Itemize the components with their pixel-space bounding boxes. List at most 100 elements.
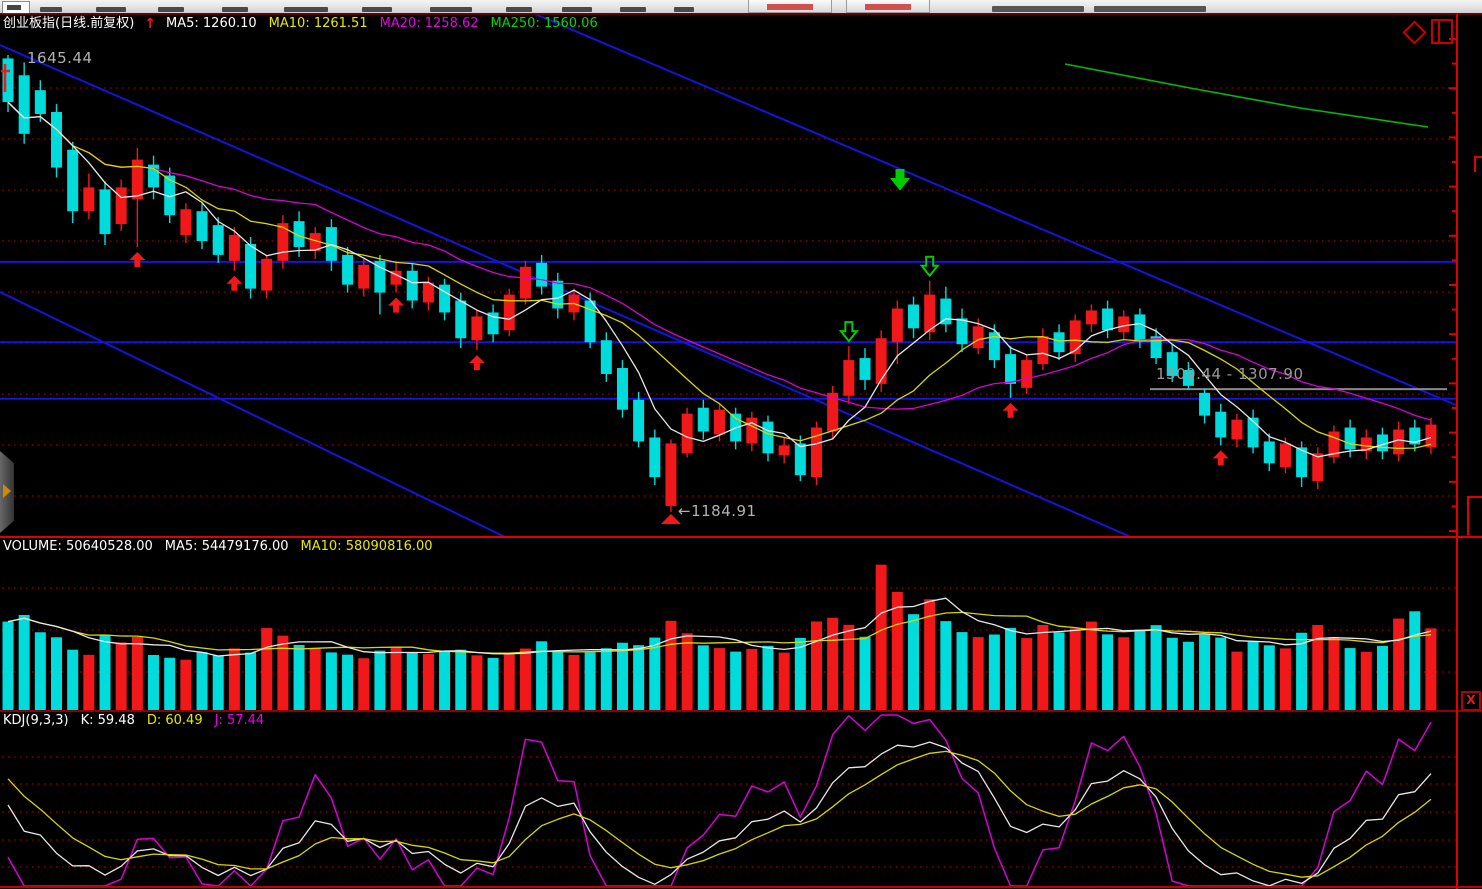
candle-body-up bbox=[1037, 336, 1049, 365]
candle-body-up bbox=[746, 417, 758, 444]
candle-body-down bbox=[1409, 427, 1421, 445]
candle-body-up bbox=[972, 326, 984, 349]
candle-body-down bbox=[988, 332, 1000, 361]
toolbar-menu-fragment[interactable] bbox=[158, 7, 184, 12]
candle-body-down bbox=[342, 254, 354, 285]
volume-bar-down bbox=[245, 652, 257, 710]
candle-body-up bbox=[1279, 443, 1291, 468]
indicator-close-button[interactable]: X bbox=[1461, 691, 1481, 711]
toolbar-menu-fragment[interactable] bbox=[674, 7, 694, 12]
candle-body-up bbox=[1328, 431, 1340, 458]
volume-bar-down bbox=[212, 655, 224, 710]
candle-body-down bbox=[439, 284, 451, 313]
gap-range-label: 1309.44 - 1307.90 bbox=[1156, 365, 1304, 383]
toolbar-menu-fragment[interactable] bbox=[40, 7, 62, 12]
toolbar-menu-fragment[interactable] bbox=[562, 7, 592, 12]
kdj-d-readout: D: 60.49 bbox=[146, 713, 203, 728]
kdj-k-line bbox=[7, 741, 1432, 887]
volume-bar-down bbox=[99, 634, 111, 710]
volume-bar-down bbox=[164, 657, 176, 710]
volume-bar-down bbox=[956, 632, 968, 710]
toolbar-menu-fragment[interactable] bbox=[96, 7, 126, 12]
sidebar-flyout-handle[interactable] bbox=[0, 451, 14, 533]
volume-bar-up bbox=[568, 655, 580, 710]
volume-bar-down bbox=[1409, 611, 1421, 710]
candle-body-up bbox=[875, 338, 887, 384]
candle-body-down bbox=[1102, 308, 1114, 331]
volume-bar-up bbox=[1328, 636, 1340, 710]
volume-bar-up bbox=[681, 633, 693, 710]
candle-body-down bbox=[1344, 427, 1356, 450]
volume-ma5-line bbox=[7, 597, 1432, 657]
volume-bar-down bbox=[762, 645, 774, 710]
candle-body-down bbox=[697, 407, 709, 432]
toolbar-quote-button-1[interactable] bbox=[748, 0, 832, 13]
candle-body-down bbox=[1247, 417, 1259, 448]
volume-bar-up bbox=[665, 620, 677, 710]
ma20-readout: MA20: 1258.62 bbox=[379, 16, 479, 31]
candle-body-up bbox=[1360, 437, 1372, 452]
volume-bar-down bbox=[1053, 632, 1065, 710]
candle-body-up bbox=[827, 392, 839, 432]
volume-bar-up bbox=[1037, 625, 1049, 710]
volume-bar-up bbox=[713, 648, 725, 710]
candle-body-up bbox=[131, 159, 143, 200]
toolbar-menu-fragment[interactable] bbox=[222, 7, 248, 12]
candle-body-up bbox=[1069, 320, 1081, 355]
volume-bar-up bbox=[1312, 625, 1324, 710]
volume-bar-up bbox=[131, 636, 143, 710]
toolbar-menu-fragment[interactable] bbox=[362, 7, 392, 12]
volume-bar-up bbox=[1360, 651, 1372, 710]
volume-ma10-readout: MA10: 58090816.00 bbox=[300, 539, 433, 554]
volume-bar-down bbox=[649, 637, 661, 710]
volume-bar-up bbox=[1393, 618, 1405, 710]
sell-signal-arrow bbox=[838, 321, 859, 343]
candle-body-up bbox=[309, 233, 321, 251]
volume-bar-down bbox=[730, 651, 742, 710]
toolbar-menu-fragment[interactable] bbox=[506, 7, 532, 12]
volume-bar-up bbox=[390, 646, 402, 710]
candle-body-up bbox=[843, 360, 855, 396]
red-digits-fragment bbox=[865, 4, 911, 10]
candle-body-down bbox=[374, 260, 386, 293]
candle-body-down bbox=[1215, 411, 1227, 438]
volume-bar-down bbox=[1134, 629, 1146, 710]
buy-signal-arrow bbox=[226, 275, 243, 291]
split-window-icon[interactable] bbox=[1431, 19, 1453, 44]
volume-ma5-readout: MA5: 54479176.00 bbox=[164, 539, 289, 554]
toolbar-menu-fragment[interactable] bbox=[430, 7, 472, 12]
volume-bar-down bbox=[325, 652, 337, 710]
candle-body-down bbox=[34, 90, 46, 114]
candle-body-down bbox=[1005, 354, 1017, 384]
candle-body-down bbox=[1296, 447, 1308, 478]
volume-bar-down bbox=[1182, 641, 1194, 710]
candle-body-down bbox=[406, 270, 418, 301]
volume-header: VOLUME: 50640528.00 MA5: 54479176.00 MA1… bbox=[3, 539, 433, 555]
toolbar-menu-fragment[interactable] bbox=[620, 7, 646, 12]
candle-body-down bbox=[536, 262, 548, 287]
candle-body-down bbox=[1182, 369, 1194, 386]
buy-signal-arrow bbox=[468, 355, 485, 371]
candle-body-down bbox=[293, 221, 305, 247]
candle-body-up bbox=[390, 270, 402, 285]
toolbar-quote-button-2[interactable] bbox=[846, 0, 930, 13]
volume-bar-up bbox=[1118, 637, 1130, 710]
volume-bar-up bbox=[228, 648, 240, 710]
candle-body-down bbox=[1053, 332, 1065, 353]
candle-body-down bbox=[1150, 336, 1162, 359]
candle-body-up bbox=[811, 427, 822, 478]
volume-bar-down bbox=[1344, 648, 1356, 710]
volume-bar-up bbox=[1021, 638, 1033, 710]
candle-body-down bbox=[18, 75, 30, 134]
candle-body-up bbox=[1021, 360, 1033, 388]
buy-signal-arrow bbox=[1002, 402, 1019, 418]
volume-bar-up bbox=[180, 659, 192, 710]
volume-bar-up bbox=[1085, 621, 1097, 710]
ma250-readout: MA250: 1560.06 bbox=[490, 16, 598, 31]
toolbar-status-fragment bbox=[992, 6, 1084, 12]
buy-signal-arrow bbox=[129, 251, 146, 267]
toolbar-menu-fragment[interactable] bbox=[284, 7, 328, 12]
axis-pane-corner bbox=[1467, 496, 1482, 535]
